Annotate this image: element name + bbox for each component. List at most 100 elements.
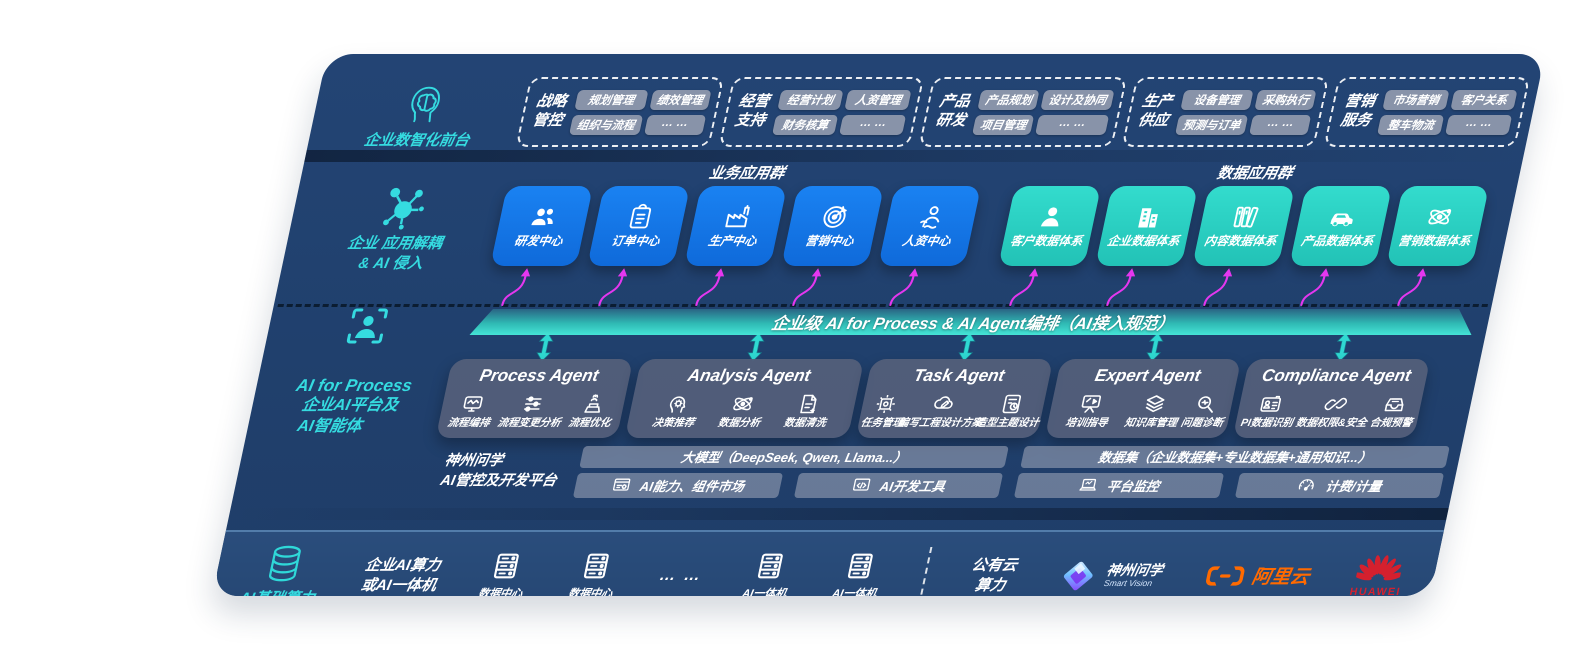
front-office-chip: 采购执行 bbox=[1254, 89, 1317, 110]
huawei-logo bbox=[1354, 553, 1406, 585]
shenzhou-wenxue-logo: 神州问学 Smart Vision bbox=[1054, 556, 1166, 596]
app-box-label: 客户数据体系 bbox=[1008, 234, 1084, 249]
books-icon bbox=[1229, 203, 1263, 231]
app-box-label: 企业数据体系 bbox=[1105, 234, 1181, 249]
training-icon bbox=[1076, 392, 1105, 416]
inbox-alert-icon bbox=[1381, 392, 1410, 416]
layer-separator bbox=[304, 150, 1525, 162]
factory-icon bbox=[721, 203, 755, 231]
agent-capability-label: 流程变更分析 bbox=[496, 417, 562, 429]
front-office-chip: 人资管理 bbox=[844, 89, 912, 110]
double-arrow-icon bbox=[1331, 332, 1354, 362]
front-office-chip-list: 规划管理 绩效管理 组织与流程… … bbox=[569, 89, 712, 135]
front-office-chip: 设备管理 bbox=[1180, 89, 1254, 110]
car-icon bbox=[1326, 203, 1360, 231]
huawei-logo: HUAWEI bbox=[1348, 553, 1409, 596]
building-icon bbox=[1132, 203, 1166, 231]
app-box-label: 内容数据体系 bbox=[1202, 234, 1278, 249]
agent-capability: 培训指导 bbox=[1051, 392, 1127, 430]
agent-capability: 流程优化 bbox=[567, 392, 617, 430]
front-office-rail: 企业数智化前台 bbox=[315, 54, 535, 150]
agent-capability: 造型主题设计 bbox=[975, 392, 1041, 430]
double-arrow-icon bbox=[744, 332, 767, 362]
shenzhou-logo bbox=[1054, 556, 1103, 596]
application-layer-label: 企业 应用解耦 & AI 侵入 bbox=[346, 235, 444, 272]
layer-separator bbox=[228, 507, 1449, 520]
app-box-label: 生产中心 bbox=[706, 234, 758, 249]
agent-capability-label: 数据分析 bbox=[716, 417, 762, 429]
front-office-chip: … … bbox=[839, 114, 907, 135]
agent-capability-label: 合规预警 bbox=[1368, 417, 1414, 429]
platform-layer: 神州问学 AI管控及开发平台 大模型（DeepSeek, Qwen, Llama… bbox=[233, 445, 1462, 498]
curve-arrow-icon bbox=[1389, 266, 1432, 308]
database-icon bbox=[259, 543, 310, 585]
curve-arrow-icon bbox=[1001, 266, 1044, 308]
data-app-box: 企业数据体系 bbox=[1095, 186, 1199, 266]
front-office-group-title: 营销服务 bbox=[1338, 93, 1377, 129]
aliyun-logo bbox=[1203, 564, 1248, 588]
agent-layer-label-en: AI for Process bbox=[294, 376, 414, 395]
front-office-chip: 产品规划 bbox=[977, 89, 1040, 110]
agent-capability: 流程编排 bbox=[446, 392, 496, 430]
agent-capability: PI数据识别 bbox=[1240, 392, 1299, 430]
agent-capability: 问题诊断 bbox=[1180, 392, 1230, 430]
atom-icon bbox=[729, 392, 758, 416]
front-office-group-title: 战略管控 bbox=[530, 93, 569, 129]
aliyun-logo: 阿里云 bbox=[1203, 562, 1313, 589]
front-office-chip: … … bbox=[643, 114, 706, 135]
agent-capability-label: PI数据识别 bbox=[1239, 417, 1295, 429]
agent-layer-rail: AI for Process 企业AI平台及 AI智能体 bbox=[246, 302, 470, 438]
dataset-platform-group: 数据集（企业数据集+专业数据集+通用知识...） 平台监控 计费/计量 bbox=[1013, 445, 1450, 498]
model-bar: 大模型（DeepSeek, Qwen, Llama...） bbox=[579, 445, 1009, 468]
agent-capability: 任务管理 bbox=[860, 392, 906, 430]
dataset-bar: 数据集（企业数据集+专业数据集+通用知识...） bbox=[1020, 445, 1450, 468]
agent-capability-label: 决策推荐 bbox=[650, 417, 696, 429]
agent-capability-label: 知识库管理 bbox=[1123, 417, 1179, 429]
curve-arrow-icon bbox=[881, 266, 924, 308]
business-app-box: 营销中心 bbox=[781, 186, 885, 266]
curve-arrow-icon bbox=[784, 266, 827, 308]
code-window-icon bbox=[849, 475, 873, 495]
curve-arrow-icon bbox=[1195, 266, 1238, 308]
monitor-bar: 平台监控 bbox=[1013, 472, 1224, 498]
datacenter-node: 数据中心 bbox=[477, 550, 532, 596]
cloud-edit-icon bbox=[930, 392, 959, 416]
agent-capability-label: 数据清洗 bbox=[782, 417, 828, 429]
agent-title: Expert Agent bbox=[1093, 366, 1203, 385]
front-office-label: 企业数智化前台 bbox=[362, 131, 472, 149]
double-arrow-icon bbox=[1143, 332, 1166, 362]
ai-appliance-node: AI一体机 bbox=[741, 550, 796, 596]
design-board-icon bbox=[997, 392, 1026, 416]
app-box-label: 产品数据体系 bbox=[1299, 234, 1375, 249]
agent-title: Task Agent bbox=[911, 366, 1007, 385]
curve-arrow-icon bbox=[493, 266, 536, 308]
front-office-chip: 整车物流 bbox=[1377, 114, 1445, 135]
front-office-group-title: 经营支持 bbox=[733, 93, 771, 129]
agent-capability-label: 编写工程设计方案 bbox=[896, 417, 984, 429]
capability-bar: AI能力、组件市场 bbox=[572, 472, 783, 498]
curve-arrow-icon bbox=[1292, 266, 1335, 308]
data-app-cell: 产品数据体系 bbox=[1289, 186, 1393, 306]
front-office-chip: 项目管理 bbox=[972, 114, 1035, 135]
agent-boxes: Process Agent 流程编排 流程变更分析 bbox=[435, 359, 1431, 438]
data-app-box: 产品数据体系 bbox=[1289, 186, 1393, 266]
front-office-chip: … … bbox=[1445, 114, 1513, 135]
front-office-chip: 经营计划 bbox=[776, 89, 845, 110]
agent-box: Process Agent 流程编排 流程变更分析 bbox=[435, 359, 634, 438]
ai-appliance-node: AI一体机 bbox=[831, 550, 886, 596]
front-office-chip-list: 产品规划 设计及协同 项目管理… … bbox=[972, 89, 1115, 135]
front-office-chip: 客户关系 bbox=[1450, 89, 1518, 110]
front-office-group: 产品研发 产品规划 设计及协同 项目管理… … bbox=[918, 77, 1128, 147]
clean-doc-icon bbox=[794, 392, 823, 416]
agent-capability-label: 造型主题设计 bbox=[974, 417, 1041, 429]
devtool-bar: AI开发工具 bbox=[793, 472, 1004, 498]
team-icon bbox=[527, 203, 561, 231]
data-app-cell: 客户数据体系 bbox=[998, 186, 1102, 306]
business-app-box: 人资中心 bbox=[878, 186, 982, 266]
data-app-group: 数据应用群 客户数据体系 bbox=[997, 162, 1495, 306]
business-app-group: 业务应用群 研发中心 bbox=[489, 162, 987, 306]
person-frame-icon bbox=[338, 302, 396, 350]
agent-title: Process Agent bbox=[477, 366, 601, 385]
front-office-chip: … … bbox=[1249, 114, 1312, 135]
